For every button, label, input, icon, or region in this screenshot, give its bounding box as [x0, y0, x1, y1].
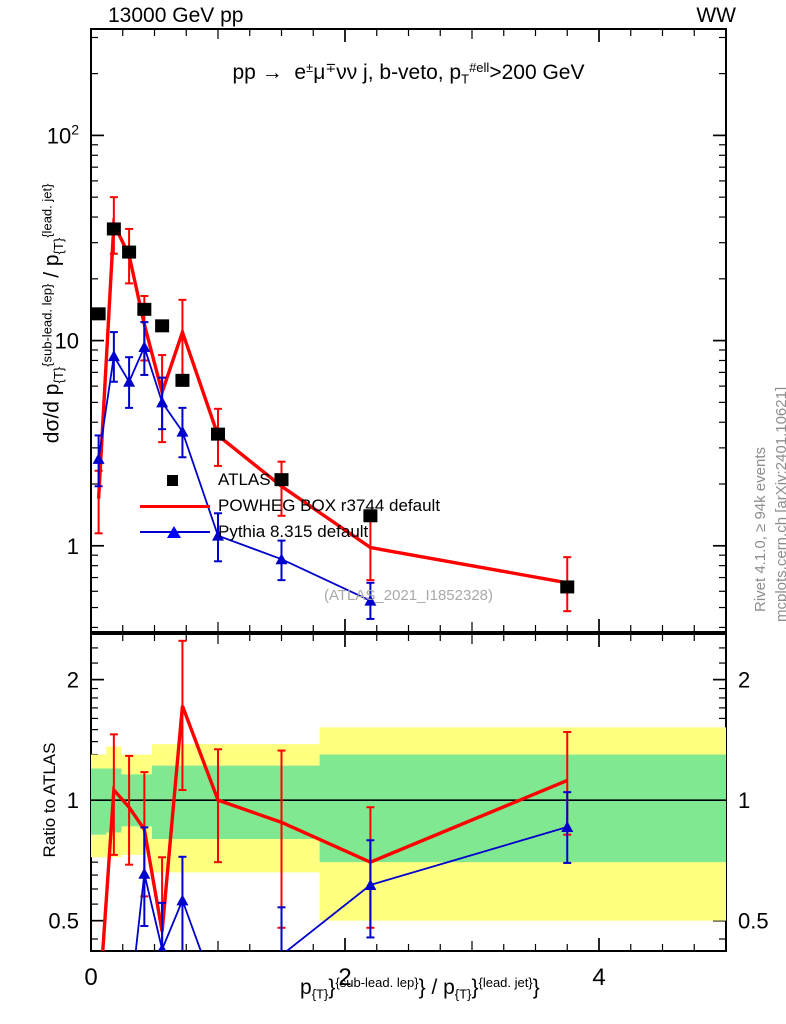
pythia-ratio-marker: [108, 965, 120, 976]
plot-title: pp → e±μ∓νν j, b-veto, pT#ell>200 GeV: [90, 60, 727, 87]
pythia-ratio-group: [108, 791, 574, 976]
legend-key-square-icon: [138, 467, 212, 493]
legend-label-powheg: POWHEG BOX r3744 default: [218, 496, 441, 515]
pythia-main-marker: [92, 452, 105, 464]
pythia-main-marker: [275, 553, 288, 565]
atlas-data-marker: [155, 319, 170, 333]
x-axis-label: p{T}}{sub-lead. lep}} / p{T}}{lead. jet}…: [300, 975, 540, 1002]
legend-item-pythia[interactable]: Pythia 8.315 default: [138, 519, 440, 545]
powheg-main-group: [94, 196, 572, 613]
powheg-main-line: [96, 217, 568, 585]
pythia-main-marker: [156, 396, 169, 408]
atlas-data-marker: [274, 473, 289, 487]
atlas-data-marker: [560, 580, 575, 594]
pythia-main-marker: [107, 350, 120, 362]
beam-energy-label: 13000 GeV pp: [108, 4, 244, 27]
atlas-data-marker: [91, 307, 106, 321]
y-tick-label-main: 10: [55, 329, 79, 354]
pythia-ratio-marker: [138, 867, 151, 879]
y-axis-label-main: dσ/d p{T}{sub-lead. lep} / p{T}{lead. je…: [40, 143, 67, 483]
pythia-ratio-marker: [280, 949, 283, 951]
y-tick-label-ratio-right: 1: [738, 788, 750, 813]
atlas-data-marker: [175, 373, 190, 387]
x-axis-label-text: p{T}}{sub-lead. lep}} / p{T}}{lead. jet}…: [300, 975, 540, 1002]
powheg-ratio-line: [101, 705, 568, 951]
pythia-ratio-line: [134, 826, 568, 951]
pythia-ratio-marker: [561, 820, 574, 832]
generator-credit: Rivet 4.1.0, ≥ 94k events: [752, 447, 769, 612]
legend-label-pythia: Pythia 8.315 default: [218, 522, 369, 541]
source-credit: mcplots.cern.ch [arXiv:2401.10621]: [773, 386, 786, 622]
atlas-data-marker: [211, 427, 225, 441]
y-tick-label-ratio: 1: [67, 788, 79, 813]
pythia-main-group: [92, 321, 377, 620]
legend-label-atlas: ATLAS: [218, 470, 271, 489]
pythia-ratio-marker: [123, 965, 135, 976]
legend-key-line-red-icon: [138, 493, 212, 519]
legend: ATLAS POWHEG BOX r3744 default Pythia 8.…: [138, 467, 440, 545]
pythia-ratio-marker: [212, 965, 224, 976]
y-axis-label-main-text: dσ/d p{T}{sub-lead. lep} / p{T}{lead. je…: [39, 183, 67, 444]
pythia-ratio-marker: [157, 943, 167, 951]
atlas-data-marker: [122, 245, 137, 259]
pythia-ratio-marker: [176, 894, 189, 906]
y-tick-label-ratio-right: 0.5: [738, 909, 769, 934]
y-axis-label-ratio: Ratio to ATLAS: [40, 742, 59, 858]
pythia-ratio-marker: [364, 878, 377, 890]
pythia-main-marker: [364, 594, 377, 606]
x-tick-label: 2: [338, 964, 351, 991]
pythia-main-marker: [123, 375, 136, 387]
y-tick-label-ratio-right: 2: [738, 668, 750, 693]
analysis-id-watermark: (ATLAS_2021_I1852328): [323, 587, 493, 604]
y-tick-label-ratio: 0.5: [48, 909, 79, 934]
legend-item-powheg[interactable]: POWHEG BOX r3744 default: [138, 493, 440, 519]
legend-key-line-triangle-blue-icon: [138, 519, 212, 545]
pythia-main-marker: [138, 341, 151, 353]
x-tick-label: 0: [84, 964, 97, 991]
legend-item-atlas[interactable]: ATLAS: [138, 467, 440, 493]
plot-title-text: pp → e±μ∓νν j, b-veto, pT#ell>200 GeV: [232, 60, 585, 87]
pythia-main-marker: [176, 425, 189, 437]
y-tick-label-ratio: 2: [67, 668, 79, 693]
atlas-data-marker: [363, 509, 378, 523]
x-tick-label: 4: [592, 964, 605, 991]
atlas-data-marker: [137, 302, 152, 316]
y-tick-label-main: 1: [67, 534, 79, 559]
process-label: WW: [696, 4, 736, 27]
atlas-data-marker: [106, 222, 121, 236]
pythia-main-marker: [212, 529, 224, 541]
